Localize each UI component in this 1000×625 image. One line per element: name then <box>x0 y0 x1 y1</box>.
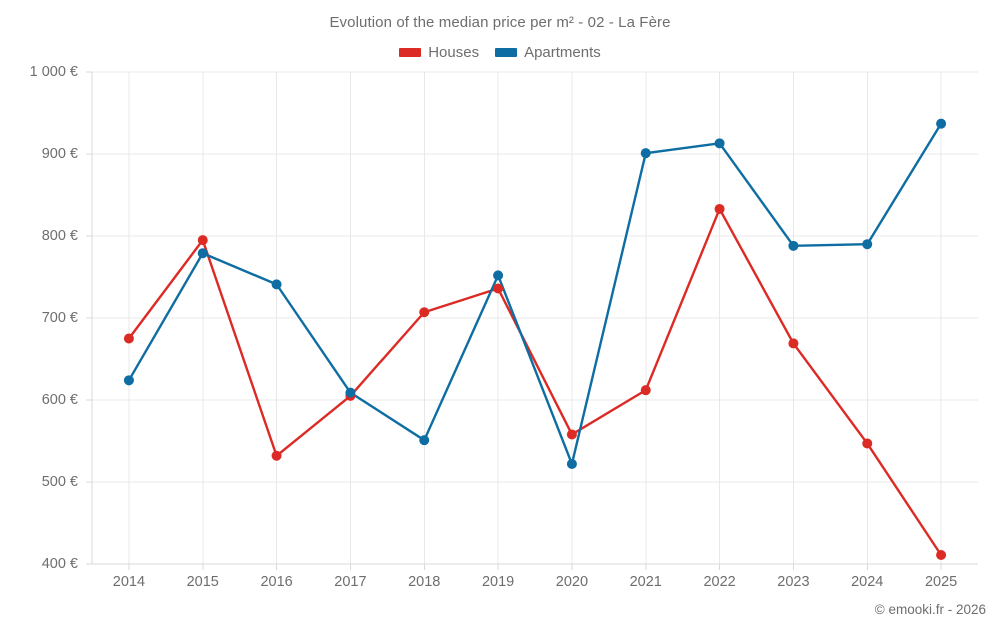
legend-swatch-apartments <box>495 48 518 57</box>
data-point-houses-2018[interactable] <box>419 307 430 318</box>
legend-item-houses[interactable]: Houses <box>399 44 479 61</box>
data-point-houses-2016[interactable] <box>271 450 282 461</box>
x-tick-label: 2014 <box>112 574 146 590</box>
data-point-houses-2023[interactable] <box>788 338 799 349</box>
data-point-apartments-2022[interactable] <box>714 138 725 149</box>
data-point-apartments-2018[interactable] <box>419 435 430 446</box>
data-point-houses-2020[interactable] <box>566 429 577 440</box>
x-tick-label: 2025 <box>924 574 958 590</box>
series-line-houses <box>127 207 943 557</box>
chart-legend: Houses Apartments <box>0 44 1000 61</box>
x-tick-label: 2022 <box>703 574 736 590</box>
data-point-apartments-2021[interactable] <box>640 148 651 159</box>
x-tick-label: 2021 <box>629 574 662 590</box>
x-tick-label: 2020 <box>555 574 589 590</box>
legend-label-apartments: Apartments <box>524 44 601 61</box>
data-point-houses-2015[interactable] <box>197 235 208 246</box>
y-tick-label: 1 000 € <box>29 64 78 80</box>
data-point-apartments-2023[interactable] <box>788 240 799 251</box>
y-tick-label: 400 € <box>41 556 78 572</box>
data-point-apartments-2020[interactable] <box>566 458 577 469</box>
data-point-apartments-2019[interactable] <box>493 270 504 281</box>
y-tick-label: 800 € <box>41 228 78 244</box>
x-tick-label: 2015 <box>186 574 219 590</box>
chart-title: Evolution of the median price per m² - 0… <box>329 14 671 31</box>
data-point-apartments-2016[interactable] <box>271 279 282 290</box>
legend-label-houses: Houses <box>428 44 480 61</box>
x-tick-label: 2017 <box>334 574 367 590</box>
y-tick-label: 600 € <box>41 392 78 408</box>
y-axis: 400 € 500 € 600 € 700 € 800 € 900 € 1 000 € <box>0 0 78 625</box>
y-tick-label: 500 € <box>41 474 78 490</box>
legend-swatch-houses <box>399 48 422 57</box>
x-axis: 2014 2015 2016 2017 2018 2019 2020 2021 2022 2023… <box>0 574 1000 602</box>
data-point-houses-2025[interactable] <box>936 549 947 560</box>
x-tick-label: 2019 <box>481 574 515 590</box>
x-tick-label: 2018 <box>408 574 441 590</box>
y-tick-label: 900 € <box>41 146 78 162</box>
chart-credit: © emooki.fr - 2026 <box>874 602 986 617</box>
y-tick-label: 700 € <box>41 310 78 326</box>
data-point-apartments-2015[interactable] <box>197 248 208 259</box>
data-point-apartments-2024[interactable] <box>862 239 873 250</box>
data-point-houses-2022[interactable] <box>714 203 725 214</box>
data-point-houses-2021[interactable] <box>640 385 651 396</box>
data-point-apartments-2017[interactable] <box>345 387 356 398</box>
data-point-houses-2024[interactable] <box>862 438 873 449</box>
legend-item-apartments[interactable]: Apartments <box>495 44 601 61</box>
data-point-houses-2019[interactable] <box>493 283 504 294</box>
data-point-apartments-2025[interactable] <box>936 118 947 129</box>
data-point-apartments-2014[interactable] <box>123 375 134 386</box>
data-point-houses-2014[interactable] <box>123 333 134 344</box>
x-tick-label: 2023 <box>777 574 810 590</box>
x-tick-label: 2024 <box>851 574 884 590</box>
x-tick-label: 2016 <box>260 574 293 590</box>
series-line-apartments <box>127 122 943 466</box>
